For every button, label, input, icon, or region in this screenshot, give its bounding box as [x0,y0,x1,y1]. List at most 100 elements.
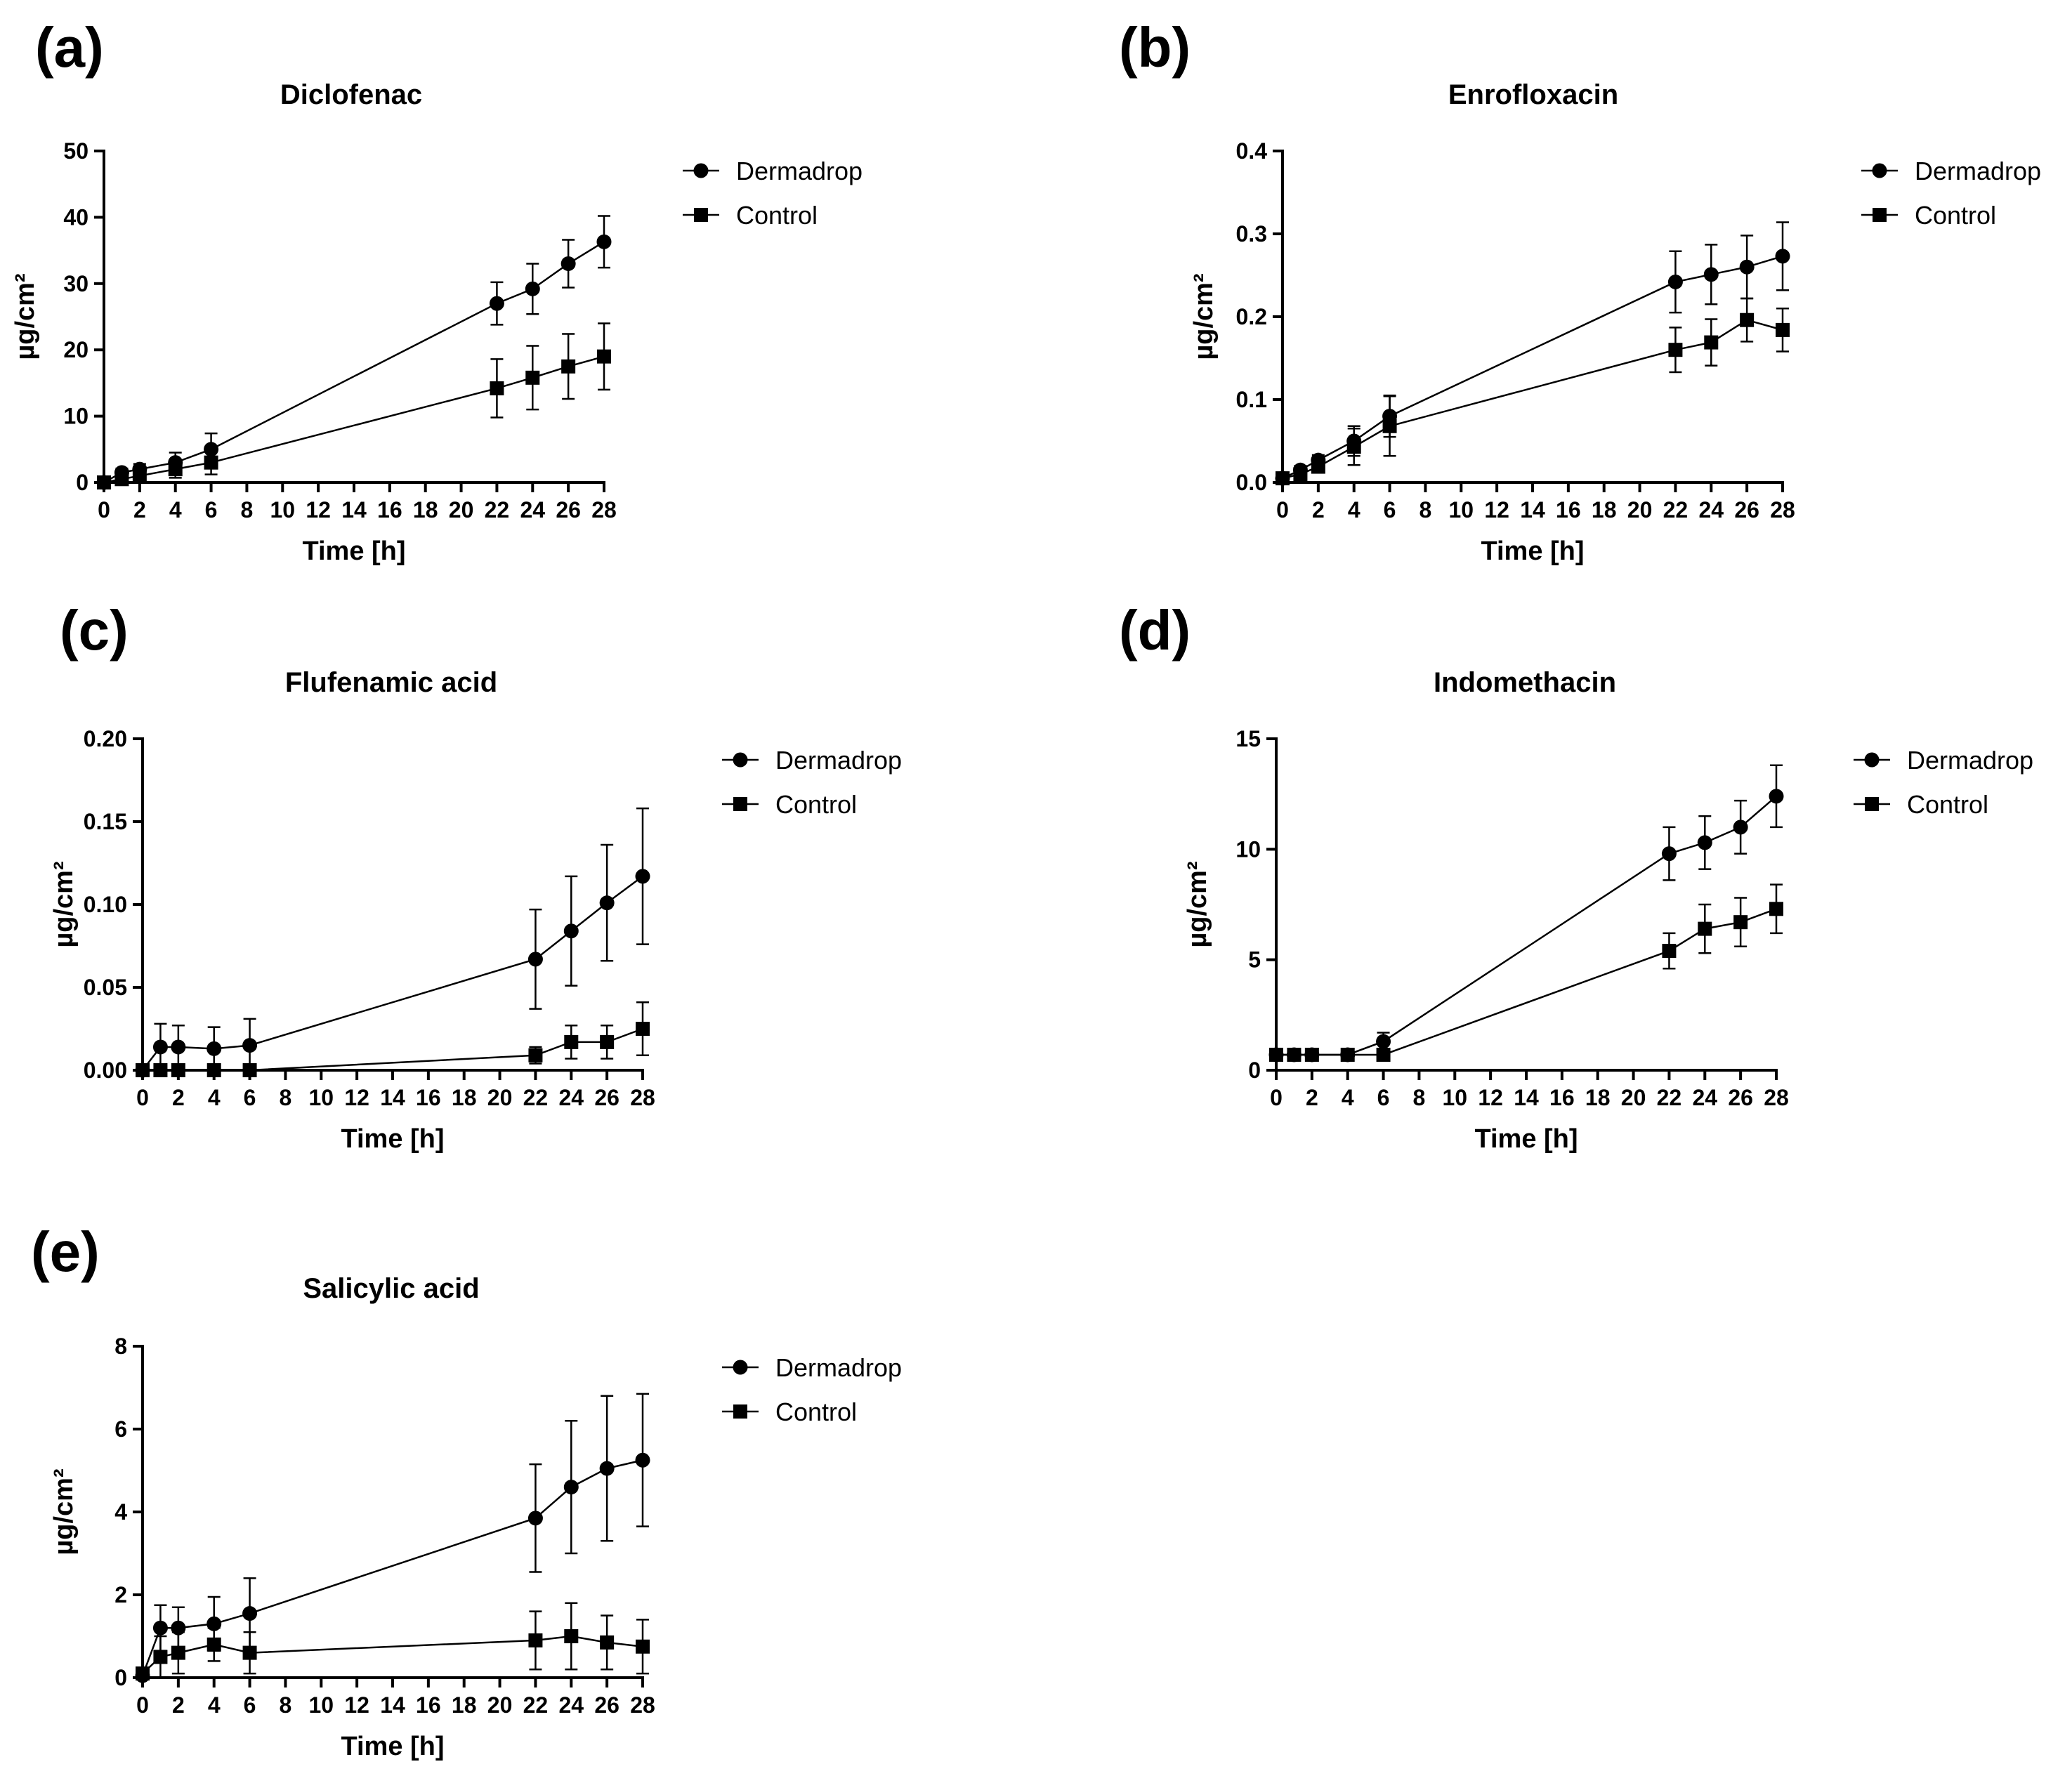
x-tick-label: 28 [1764,1085,1789,1110]
series-line [103,241,605,484]
data-point-square [561,359,576,374]
data-point-square [600,1635,615,1650]
data-point-square [525,370,540,385]
chart-title: Flufenamic acid [285,667,497,698]
x-tick-label: 4 [169,497,182,522]
x-tick-label: 18 [413,497,438,522]
x-tick-label: 0 [1276,497,1289,522]
data-point-square [1340,1047,1355,1062]
data-point-square [528,1633,543,1647]
legend-label: Dermadrop [736,157,863,185]
x-tick-label: 16 [377,497,402,522]
x-tick-label: 20 [487,1085,513,1110]
x-tick-label: 0 [98,497,110,522]
x-tick-label: 28 [591,497,617,522]
y-tick-label: 0.00 [84,1058,127,1083]
x-tick-label: 20 [1621,1085,1646,1110]
x-tick-label: 12 [344,1085,369,1110]
x-tick-label: 6 [1377,1085,1390,1110]
data-point-square [171,1063,185,1077]
data-point-circle [1739,259,1755,275]
data-point-circle [171,1039,186,1055]
legend-label: Control [736,201,818,230]
x-tick-label: 4 [1342,1085,1354,1110]
x-tick-label: 0 [136,1692,149,1718]
data-point-square [1668,343,1683,357]
data-point-circle [599,895,615,911]
data-point-circle [242,1038,258,1053]
x-tick-label: 8 [1419,497,1432,522]
y-tick-label: 0.4 [1236,138,1268,164]
data-point-square [528,1048,543,1062]
series-control [1276,297,1790,486]
x-tick-label: 2 [172,1692,185,1718]
x-tick-label: 20 [1627,497,1653,522]
y-tick-label: 30 [63,271,88,296]
data-point-square [153,1650,168,1664]
data-point-circle [596,234,612,249]
x-tick-label: 18 [1585,1085,1611,1110]
data-point-circle [527,1511,543,1526]
x-tick-label: 18 [452,1085,477,1110]
x-tick-label: 20 [449,497,474,522]
panel-label: (d) [1119,599,1191,662]
legend-label: Dermadrop [775,746,902,775]
panel-label: (e) [31,1221,100,1283]
x-tick-label: 28 [1770,497,1795,522]
x-tick-label: 6 [244,1085,256,1110]
legend-marker-circle [693,163,709,178]
data-point-square [1376,1047,1391,1062]
y-axis-label: µg/cm² [11,273,40,360]
data-point-square [597,349,611,364]
legend-marker-square [1865,797,1879,811]
x-tick-label: 6 [205,497,218,522]
x-tick-label: 10 [308,1085,334,1110]
series-control [136,1001,650,1077]
data-point-square [97,475,111,489]
x-tick-label: 26 [594,1692,619,1718]
y-axis-label: µg/cm² [49,861,79,947]
legend-label: Control [775,790,857,819]
y-tick-label: 20 [63,337,88,362]
data-point-square [1311,459,1325,474]
data-point-square [1662,944,1677,959]
y-tick-label: 8 [114,1334,127,1359]
y-axis-label: µg/cm² [49,1468,79,1555]
y-tick-label: 0 [114,1665,127,1690]
x-tick-label: 16 [416,1692,441,1718]
legend-marker-circle [733,1360,748,1375]
data-point-circle [563,1480,579,1495]
data-point-square [206,1637,221,1652]
y-tick-label: 0.0 [1236,470,1267,495]
data-point-square [171,1645,185,1660]
data-point-square [153,1063,168,1077]
legend-marker-circle [1872,163,1887,178]
x-tick-label: 12 [1478,1085,1503,1110]
x-tick-label: 2 [1306,1085,1318,1110]
x-axis-label: Time [h] [341,1124,444,1154]
data-point-square [1740,312,1755,327]
data-point-circle [1376,1034,1391,1049]
data-point-square [490,381,504,395]
x-tick-label: 26 [1734,497,1759,522]
x-tick-label: 12 [344,1692,369,1718]
x-tick-label: 2 [172,1085,185,1110]
y-tick-label: 0.2 [1236,304,1267,329]
y-tick-label: 6 [114,1416,127,1442]
data-point-square [136,1666,150,1681]
x-tick-label: 22 [485,497,510,522]
y-tick-label: 0 [76,470,88,495]
x-tick-label: 28 [630,1692,655,1718]
y-tick-label: 5 [1248,947,1261,973]
x-tick-label: 10 [1448,497,1474,522]
y-tick-label: 15 [1235,726,1261,751]
x-tick-label: 10 [1442,1085,1467,1110]
data-point-circle [635,869,650,884]
x-tick-label: 26 [556,497,581,522]
chart-title: Enrofloxacin [1448,79,1618,110]
data-point-square [1704,335,1719,350]
x-axis-label: Time [h] [1481,537,1584,566]
x-tick-label: 14 [1514,1085,1539,1110]
